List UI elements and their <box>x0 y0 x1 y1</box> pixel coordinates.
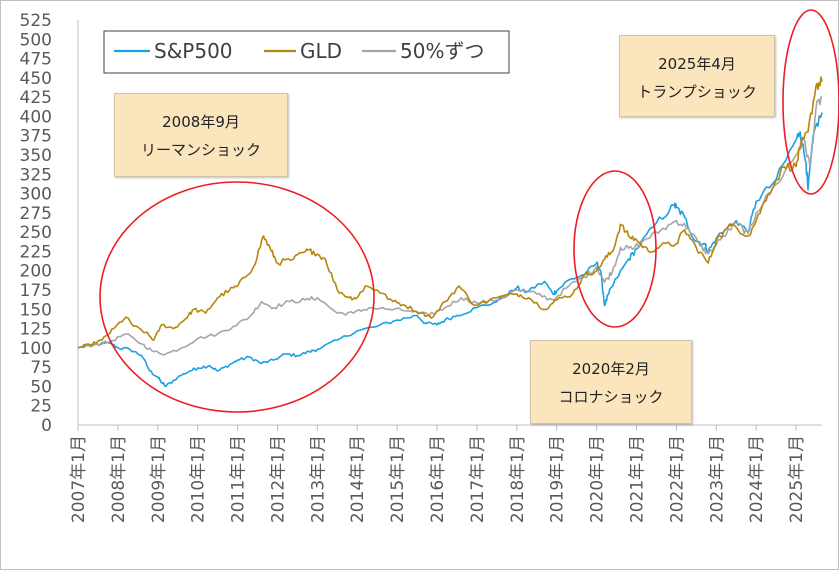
y-tick-label: 525 <box>20 11 52 31</box>
callout-lehman-date: 2008年9月 <box>162 113 240 131</box>
legend-label-gld: GLD <box>300 39 342 63</box>
y-tick-label: 350 <box>20 146 52 166</box>
y-tick-label: 225 <box>20 242 52 262</box>
callout-lehman-shock: 2008年9月 リーマンショック <box>114 93 288 177</box>
callout-corona-shock: 2020年2月 コロナショック <box>530 340 692 424</box>
highlight-layer <box>99 9 839 413</box>
x-tick-label: 2011年1月 <box>229 435 249 523</box>
x-tick-label: 2022年1月 <box>667 435 687 523</box>
legend-box <box>103 30 510 74</box>
series-layer <box>77 76 823 388</box>
y-tick-label: 50 <box>30 377 52 397</box>
y-tick-label: 425 <box>20 88 52 108</box>
y-tick-label: 200 <box>20 262 52 282</box>
y-tick-label: 300 <box>20 185 52 205</box>
y-tick-label: 250 <box>20 223 52 243</box>
legend-label-sp500: S&P500 <box>154 39 233 63</box>
x-tick-label: 2023年1月 <box>707 435 727 523</box>
series-sp500-line <box>77 112 823 388</box>
y-tick-label: 475 <box>20 50 52 70</box>
x-tick-label: 2009年1月 <box>149 435 169 523</box>
callout-trump-title: トランプショック <box>637 83 757 101</box>
y-tick-label: 100 <box>20 339 52 359</box>
y-tick-label: 75 <box>30 358 52 378</box>
x-tick-label: 2012年1月 <box>268 435 288 523</box>
y-tick-label: 325 <box>20 165 52 185</box>
y-tick-label: 125 <box>20 320 52 340</box>
callout-trump-date: 2025年4月 <box>658 55 736 73</box>
x-tick-label: 2019年1月 <box>548 435 568 523</box>
callout-corona-title: コロナショック <box>558 388 664 406</box>
callout-corona-date: 2020年2月 <box>572 360 650 378</box>
x-tick-label: 2014年1月 <box>348 435 368 523</box>
axes: 0255075100125150175200225250275300325350… <box>20 11 822 523</box>
x-tick-label: 2013年1月 <box>308 435 328 523</box>
x-tick-label: 2010年1月 <box>189 435 209 523</box>
x-tick-label: 2007年1月 <box>69 435 89 523</box>
x-tick-label: 2020年1月 <box>588 435 608 523</box>
x-tick-label: 2024年1月 <box>747 435 767 523</box>
y-tick-label: 375 <box>20 127 52 147</box>
y-tick-label: 450 <box>20 69 52 89</box>
y-tick-label: 25 <box>30 397 52 417</box>
x-tick-label: 2016年1月 <box>428 435 448 523</box>
x-tick-label: 2025年1月 <box>787 435 807 523</box>
y-tick-label: 400 <box>20 107 52 127</box>
series-gld-line <box>77 76 823 349</box>
x-tick-label: 2021年1月 <box>627 435 647 523</box>
legend-label-half: 50%ずつ <box>400 39 484 63</box>
y-tick-label: 500 <box>20 30 52 50</box>
series-half-line <box>77 96 822 356</box>
highlight-circle-corona <box>573 170 657 328</box>
y-tick-label: 275 <box>20 204 52 224</box>
x-tick-label: 2015年1月 <box>388 435 408 523</box>
callout-lehman-title: リーマンショック <box>140 141 261 159</box>
legend: S&P500 GLD 50%ずつ <box>103 30 510 74</box>
highlight-circle-trump <box>782 9 839 195</box>
y-tick-label: 150 <box>20 300 52 320</box>
highlight-circle-lehman <box>99 181 375 413</box>
y-tick-label: 175 <box>20 281 52 301</box>
x-tick-label: 2008年1月 <box>109 435 129 523</box>
y-tick-label: 0 <box>41 416 52 436</box>
x-tick-label: 2017年1月 <box>468 435 488 523</box>
x-tick-label: 2018年1月 <box>508 435 528 523</box>
callout-trump-shock: 2025年4月 トランプショック <box>619 35 775 117</box>
